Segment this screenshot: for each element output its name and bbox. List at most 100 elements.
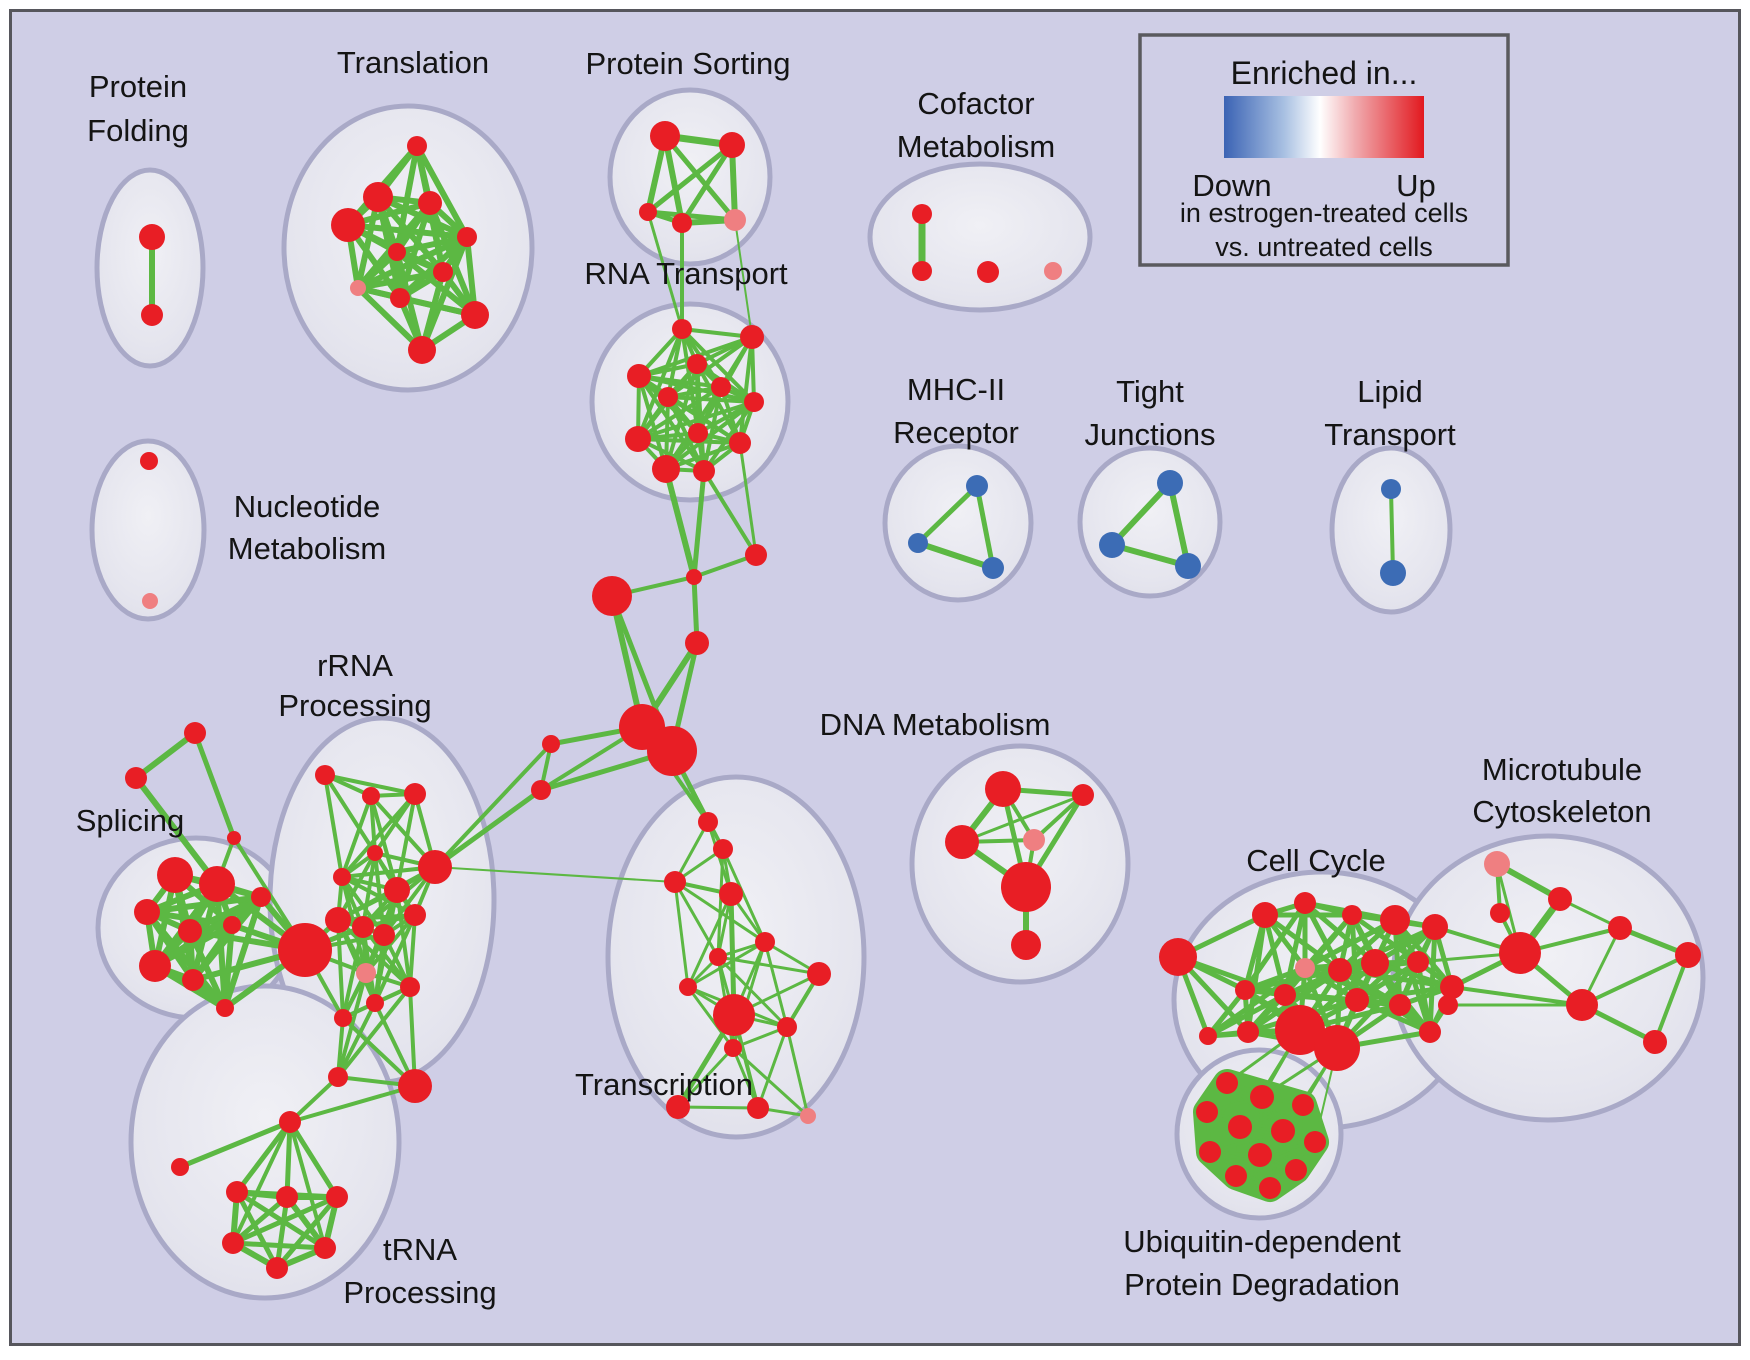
node-cell_cycle-0 <box>1159 938 1197 976</box>
edge <box>323 773 417 796</box>
edge <box>673 820 710 884</box>
node-ubiquitin-1 <box>1250 1085 1274 1109</box>
node-transcription-3 <box>719 882 743 906</box>
edge <box>1242 967 1343 993</box>
node-transcription-0 <box>698 812 718 832</box>
node-rna_transport-10 <box>652 455 680 483</box>
node-splicing-1 <box>199 866 235 902</box>
edge <box>731 1046 810 1118</box>
cluster-ellipse-mhc <box>882 443 1034 603</box>
cluster-label-cell_cycle: Cell Cycle <box>1246 843 1386 878</box>
node-trna-6 <box>314 1237 336 1259</box>
cluster-label-nucleotide: Nucleotide <box>234 489 380 524</box>
edge <box>673 880 720 959</box>
cluster-label-mhc: Receptor <box>893 415 1019 450</box>
edge <box>691 468 707 580</box>
edge <box>355 269 446 291</box>
node-transcription-8 <box>713 994 755 1036</box>
node-dna-2 <box>945 825 979 859</box>
cluster-label-ubiquitin: Ubiquitin-dependent <box>1123 1224 1401 1259</box>
node-cell_cycle-5 <box>1422 914 1448 940</box>
edge <box>915 540 996 571</box>
cluster-label-nucleotide: Metabolism <box>228 531 387 566</box>
node-cell_cycle-16 <box>1314 1025 1360 1071</box>
node-cell_cycle-14 <box>1389 994 1411 1016</box>
node-rrna-5 <box>418 850 452 884</box>
edge <box>287 1119 340 1200</box>
node-cell_cycle-17 <box>1237 1021 1259 1043</box>
edge <box>434 866 676 883</box>
cluster-label-rrna: Processing <box>278 688 431 723</box>
node-ubiquitin-8 <box>1248 1143 1272 1167</box>
node-ubiquitin-9 <box>1285 1159 1307 1181</box>
node-mc-2 <box>1490 903 1510 923</box>
node-cell_cycle-13 <box>1345 988 1369 1012</box>
edge <box>323 773 344 879</box>
node-lipid-1 <box>1380 560 1406 586</box>
edge <box>323 773 377 855</box>
node-trna-0 <box>279 1111 301 1133</box>
node-cell_cycle-19 <box>1199 1027 1217 1045</box>
node-tight-0 <box>1157 470 1183 496</box>
node-trna-5 <box>222 1232 244 1254</box>
node-mc-1 <box>1548 887 1572 911</box>
edge <box>676 1105 760 1110</box>
node-rna_transport-3 <box>627 364 651 388</box>
cluster-label-transcription: Transcription <box>575 1067 753 1102</box>
edge <box>336 985 412 1079</box>
edge <box>1242 900 1308 993</box>
node-ubiquitin-6 <box>1304 1131 1326 1153</box>
edge <box>340 792 417 879</box>
edge <box>341 925 365 1020</box>
cluster-label-rrna: rRNA <box>317 648 393 683</box>
node-cell_cycle-3 <box>1342 905 1362 925</box>
cluster-label-splicing: Splicing <box>76 803 185 838</box>
node-transcription-7 <box>679 978 697 996</box>
node-transcription-11 <box>666 1095 690 1119</box>
node-transcription-4 <box>755 932 775 952</box>
node-rna_transport-7 <box>688 423 708 443</box>
legend-up-label: Up <box>1396 168 1436 203</box>
edge <box>1234 1095 1264 1178</box>
edge <box>1450 985 1584 1007</box>
edge <box>1653 953 1690 1044</box>
edge <box>1109 480 1173 548</box>
node-ubiquitin-10 <box>1225 1165 1247 1187</box>
edge <box>763 940 789 1029</box>
cluster-label-cofactor: Metabolism <box>897 129 1056 164</box>
cluster-label-trna: tRNA <box>383 1232 457 1267</box>
node-transcription-2 <box>664 871 686 893</box>
edge <box>234 1189 280 1271</box>
node-rrna-12 <box>400 977 420 997</box>
node-cell_cycle-8 <box>1361 949 1389 977</box>
node-rrna-1 <box>362 787 380 805</box>
node-splicing-0 <box>157 857 193 893</box>
edge <box>394 249 478 318</box>
cluster-label-lipid: Transport <box>1324 417 1456 452</box>
edge <box>738 335 754 445</box>
node-rna_transport-0 <box>672 319 692 339</box>
edge <box>1234 1140 1317 1178</box>
node-rrna-8 <box>325 907 351 933</box>
node-rrna-15 <box>328 1067 348 1087</box>
edge <box>1208 1129 1285 1154</box>
node-splicing-3 <box>178 919 202 943</box>
legend-subtitle-1: in estrogen-treated cells <box>1180 198 1468 228</box>
cluster-ellipse-tight <box>1077 445 1223 599</box>
edge <box>231 1120 292 1245</box>
node-connectors-2 <box>227 831 241 845</box>
edge <box>133 730 198 781</box>
edge <box>1109 542 1191 569</box>
node-lipid-0 <box>1381 479 1401 499</box>
edge <box>152 894 264 969</box>
node-connectors-6 <box>685 631 709 655</box>
node-translation-2 <box>418 191 442 215</box>
node-rna_transport-5 <box>711 377 731 397</box>
edge <box>636 437 742 445</box>
node-rrna-13 <box>366 994 384 1012</box>
edge <box>234 1119 293 1195</box>
node-translation-5 <box>388 243 406 261</box>
node-connectors-5 <box>745 544 767 566</box>
node-mhc-1 <box>908 533 928 553</box>
